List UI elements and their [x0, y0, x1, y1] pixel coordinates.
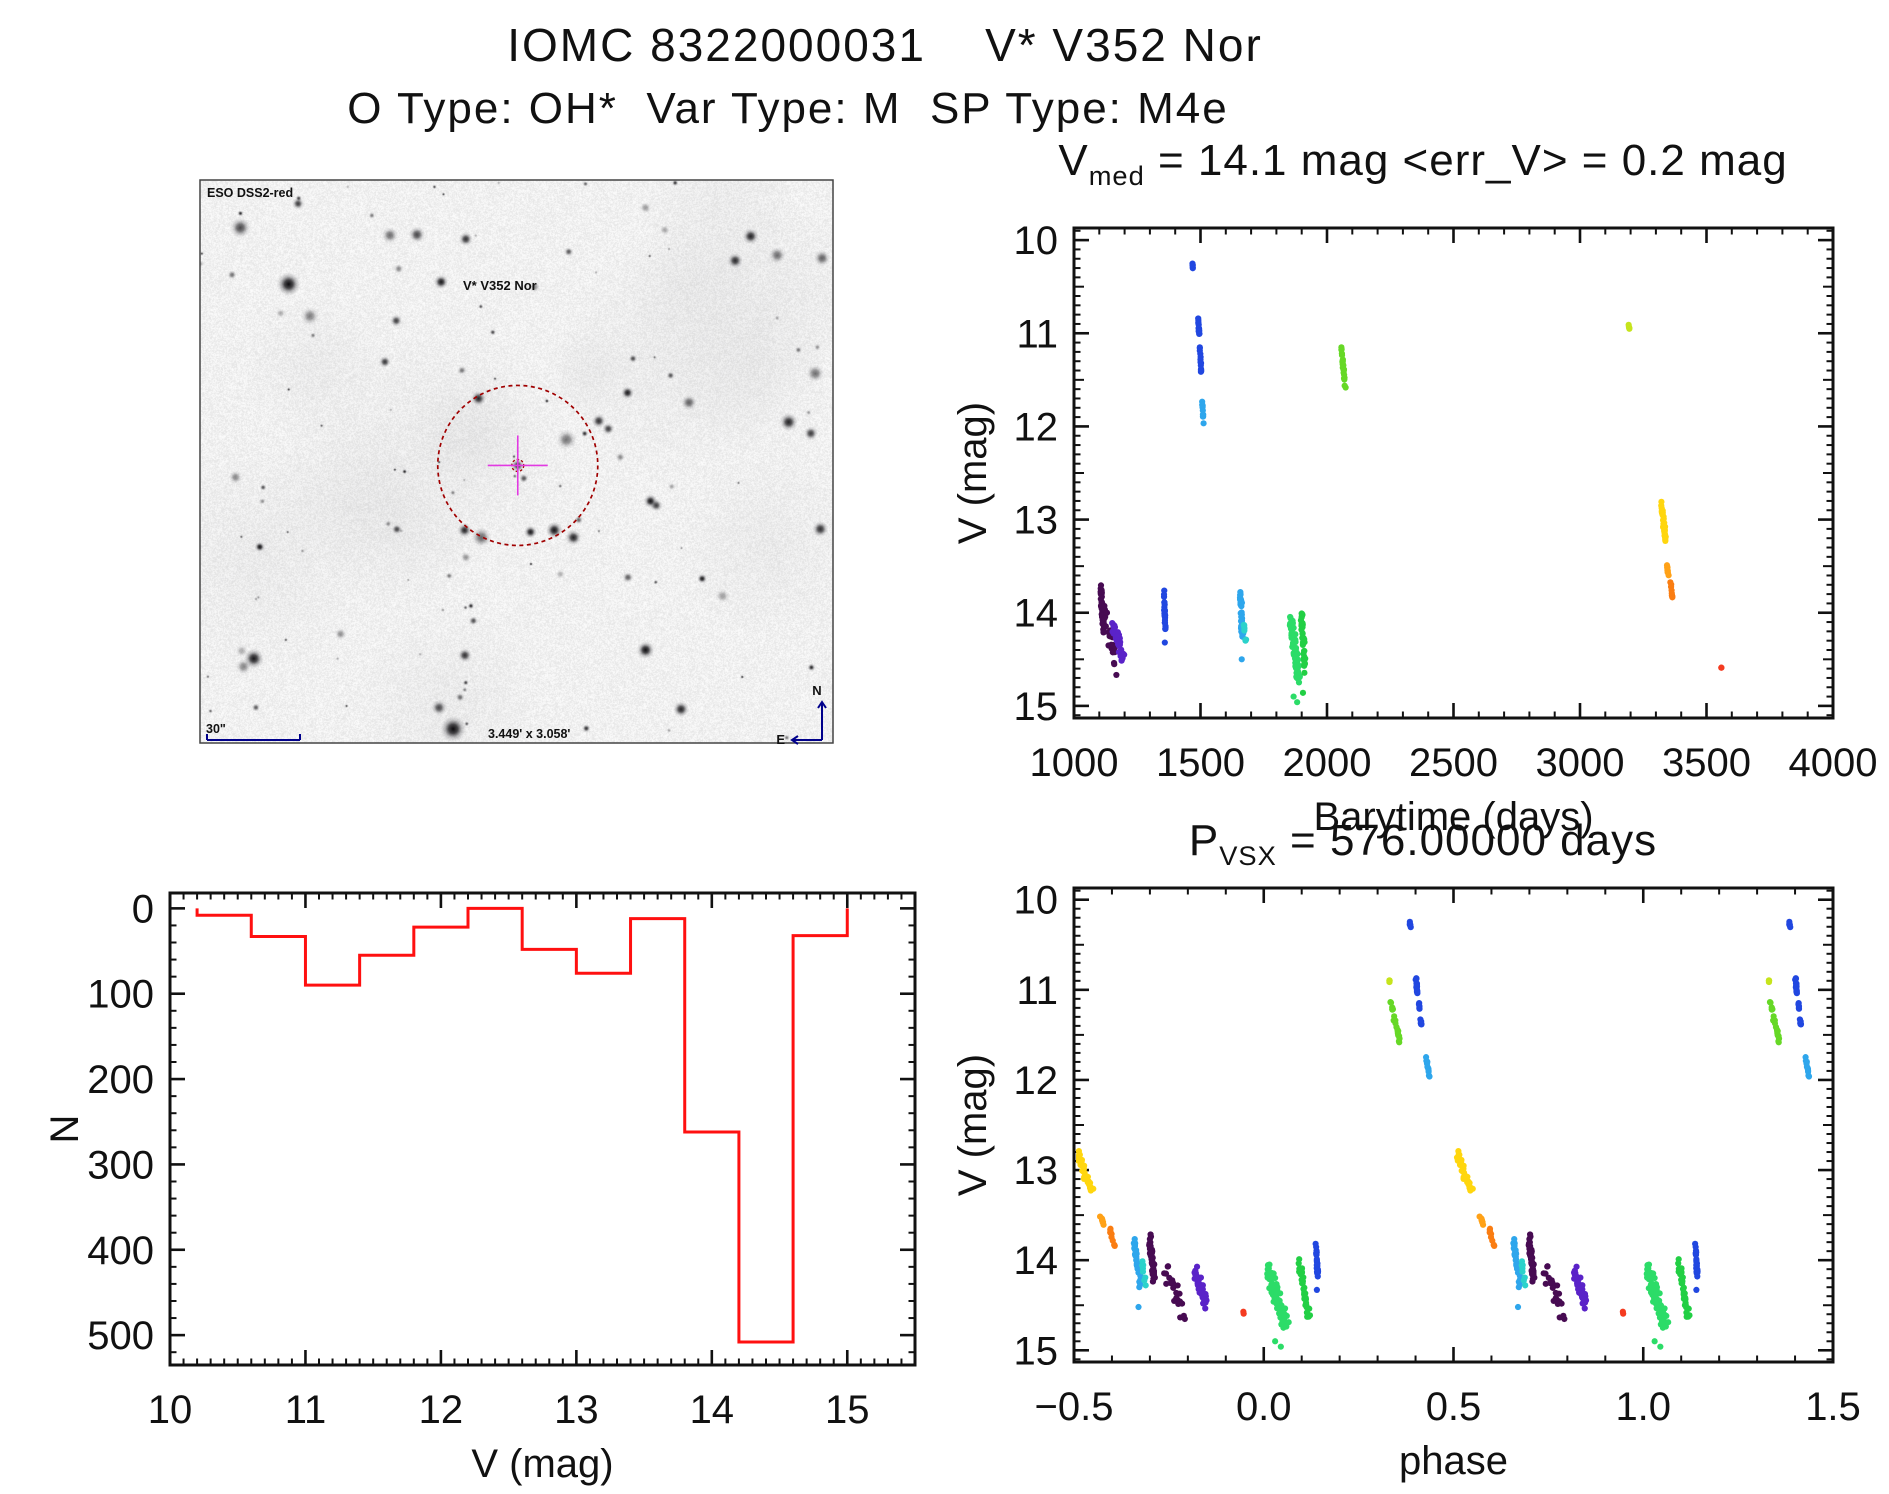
svg-text:200: 200: [87, 1058, 154, 1102]
data-points: [1076, 918, 1813, 1350]
compass-north-label: N: [812, 683, 821, 698]
axis-box: [1072, 886, 1835, 1364]
page-title: IOMC 8322000031 V* V352 Nor: [507, 19, 1263, 71]
axis-box: [168, 891, 917, 1367]
svg-text:13: 13: [1014, 1149, 1059, 1193]
svg-text:10: 10: [148, 1388, 193, 1432]
svg-text:15: 15: [1014, 685, 1059, 729]
svg-text:12: 12: [1014, 1059, 1059, 1103]
svg-text:0.0: 0.0: [1236, 1385, 1292, 1429]
svg-text:2500: 2500: [1409, 741, 1498, 785]
lightcurve-title-sub: med: [1088, 159, 1145, 191]
svg-text:13: 13: [554, 1388, 599, 1432]
page-subtitle: O Type: OH* Var Type: M SP Type: M4e: [347, 84, 1229, 133]
svg-text:11: 11: [1016, 312, 1058, 356]
svg-text:10: 10: [1014, 219, 1059, 263]
compass-east-label: E: [776, 732, 785, 747]
axis-tick-labels: −0.5 0.0 0.5 1.0 1.5 10 11 12 13 14 15: [1014, 879, 1861, 1429]
fov-size-label: 3.449' x 3.058': [488, 727, 570, 741]
histogram-plot: 10 11 12 13 14 15 0 100 200 300 400 500 V (mag) N: [43, 887, 917, 1486]
compass-icon: [790, 700, 827, 745]
phase-plot: −0.5 0.0 0.5 1.0 1.5 10 11 12 13 14 15 phase V (mag): [951, 879, 1861, 1483]
lightcurve-plot: 1000 1500 2000 2500 3000 3500 4000 10 11 12 13 14 15…: [951, 219, 1877, 839]
svg-text:12: 12: [1014, 405, 1059, 449]
svg-text:12: 12: [419, 1388, 464, 1432]
svg-text:400: 400: [87, 1229, 154, 1273]
svg-text:15: 15: [825, 1388, 870, 1432]
svg-text:3000: 3000: [1536, 741, 1625, 785]
phase-title-main: P: [1188, 816, 1220, 865]
svg-text:1.0: 1.0: [1615, 1385, 1671, 1429]
svg-text:0.5: 0.5: [1426, 1385, 1482, 1429]
svg-text:1500: 1500: [1156, 741, 1245, 785]
svg-text:13: 13: [1014, 499, 1059, 543]
svg-text:1000: 1000: [1030, 741, 1119, 785]
scale-bar-label: 30": [206, 722, 226, 736]
target-crosshair: [487, 435, 548, 496]
y-axis-label: N: [43, 1115, 87, 1144]
lightcurve-title-rest: = 14.1 mag <err_V> = 0.2 mag: [1144, 136, 1788, 185]
svg-text:500: 500: [87, 1314, 154, 1358]
svg-text:14: 14: [690, 1388, 735, 1432]
lightcurve-title: Vmed = 14.1 mag <err_V> = 0.2 mag: [980, 136, 1866, 192]
svg-text:15: 15: [1014, 1329, 1059, 1373]
axis-ticks: [1072, 888, 1835, 1362]
sky-finder-image: [200, 180, 833, 743]
axis-tick-labels: 1000 1500 2000 2500 3000 3500 4000 10 11 12 13 14 15: [1014, 219, 1878, 785]
svg-text:100: 100: [87, 973, 154, 1017]
svg-text:2000: 2000: [1283, 741, 1372, 785]
svg-text:14: 14: [1014, 1239, 1059, 1283]
axis-tick-labels: 10 11 12 13 14 15 0 100 200 300 400 500: [87, 887, 869, 1432]
axis-box: [1072, 226, 1835, 720]
histogram-outline: [195, 906, 849, 1344]
sky-annotations: ESO DSS2-red V* V352 Nor 30" 3.449' x 3.058…: [199, 179, 834, 747]
x-axis-label: phase: [1399, 1439, 1508, 1483]
svg-text:10: 10: [1014, 879, 1059, 923]
svg-text:11: 11: [285, 1388, 327, 1432]
phase-title: PVSX = 576.00000 days: [980, 816, 1866, 872]
y-axis-label: V (mag): [951, 1054, 995, 1196]
target-name-label: V* V352 Nor: [463, 278, 537, 293]
x-axis-label: Barytime (days): [1313, 795, 1593, 839]
target-circle: [436, 384, 599, 547]
svg-text:1.5: 1.5: [1805, 1385, 1861, 1429]
survey-label: ESO DSS2-red: [207, 186, 293, 200]
svg-text:4000: 4000: [1789, 741, 1878, 785]
axis-ticks: [168, 893, 916, 1365]
svg-text:11: 11: [1016, 969, 1058, 1013]
svg-text:3500: 3500: [1662, 741, 1751, 785]
svg-text:0: 0: [132, 887, 154, 931]
axis-ticks: [1072, 228, 1835, 718]
lightcurve-title-main: V: [1058, 136, 1089, 185]
sky-image-frame: [199, 179, 834, 744]
scale-bar: [206, 734, 301, 741]
svg-text:300: 300: [87, 1143, 154, 1187]
x-axis-label: V (mag): [471, 1442, 613, 1486]
svg-text:−0.5: −0.5: [1035, 1385, 1114, 1429]
phase-title-rest: = 576.00000 days: [1276, 816, 1658, 865]
svg-text:14: 14: [1014, 592, 1059, 636]
y-axis-label: V (mag): [951, 402, 995, 544]
phase-title-sub: VSX: [1219, 839, 1277, 871]
data-points: [1097, 260, 1725, 706]
